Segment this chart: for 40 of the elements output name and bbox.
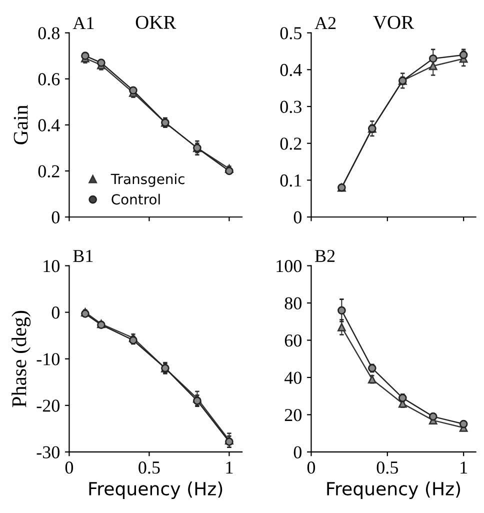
y-tick-label: -30 <box>36 446 60 458</box>
x-tick-label: 0.5 <box>138 462 160 474</box>
text: A2 <box>314 17 336 29</box>
y-tick-label: 0.5 <box>280 27 302 40</box>
text: A1 <box>72 17 94 29</box>
y-tick-label: 0.4 <box>280 64 302 76</box>
x-tick-label: 0.5 <box>376 462 398 474</box>
x-axis-title: Frequency (Hz) <box>89 482 222 499</box>
y-tick-label: 0.3 <box>280 100 302 114</box>
y-tick-label: 80 <box>284 297 302 310</box>
text: B2 <box>315 250 335 262</box>
chart-title: VOR <box>373 16 414 29</box>
y-tick-label: 0.2 <box>280 138 302 150</box>
y-tick-label: 0 <box>294 211 302 224</box>
x-tick-label: 1 <box>226 462 233 474</box>
x-axis-title: Frequency (Hz) <box>327 482 460 499</box>
y-axis-title: Phase (deg) <box>12 310 31 408</box>
chart-title: OKR <box>136 16 176 29</box>
y-tick-label: 10 <box>44 260 60 272</box>
legend-label: Transgenic <box>110 173 184 187</box>
y-tick-label: 0.8 <box>38 27 60 40</box>
y-tick-label: -20 <box>36 400 60 412</box>
y-axis-title: Gain <box>14 104 28 144</box>
y-tick-label: 0.4 <box>38 119 60 132</box>
y-tick-label: 100 <box>276 260 302 272</box>
text: B1 <box>73 250 93 262</box>
x-tick-label: 0 <box>307 462 316 474</box>
y-tick-label: -10 <box>36 353 60 366</box>
y-tick-label: 40 <box>284 372 302 384</box>
legend-label: Control <box>112 194 160 205</box>
y-tick-label: 0.6 <box>38 73 60 86</box>
y-tick-label: 0 <box>52 211 60 224</box>
y-tick-label: 0.2 <box>38 165 60 178</box>
y-tick-label: 60 <box>284 334 302 347</box>
y-tick-label: 0 <box>294 446 302 458</box>
y-tick-label: 0.1 <box>280 174 302 187</box>
x-tick-label: 1 <box>460 462 468 474</box>
y-tick-label: 20 <box>284 408 302 422</box>
y-tick-label: 0 <box>52 306 60 319</box>
x-tick-label: 0 <box>65 462 74 474</box>
